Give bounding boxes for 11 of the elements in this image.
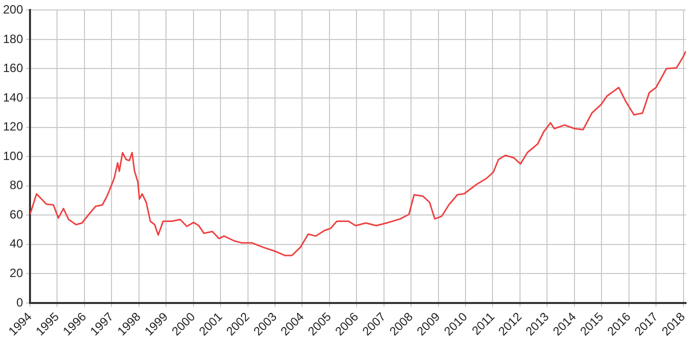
y-tick-label: 160 bbox=[2, 61, 24, 76]
y-tick-label: 100 bbox=[2, 148, 24, 163]
y-tick-label: 180 bbox=[2, 32, 24, 46]
y-tick-label: 40 bbox=[10, 236, 24, 251]
y-tick-label: 200 bbox=[2, 2, 24, 17]
y-tick-label: 60 bbox=[10, 207, 24, 222]
y-tick-label: 80 bbox=[10, 178, 24, 192]
y-tick-label: 140 bbox=[2, 90, 24, 104]
y-tick-label: 0 bbox=[16, 295, 24, 310]
y-tick-label: 20 bbox=[10, 266, 24, 280]
y-tick-label: 120 bbox=[2, 120, 24, 134]
